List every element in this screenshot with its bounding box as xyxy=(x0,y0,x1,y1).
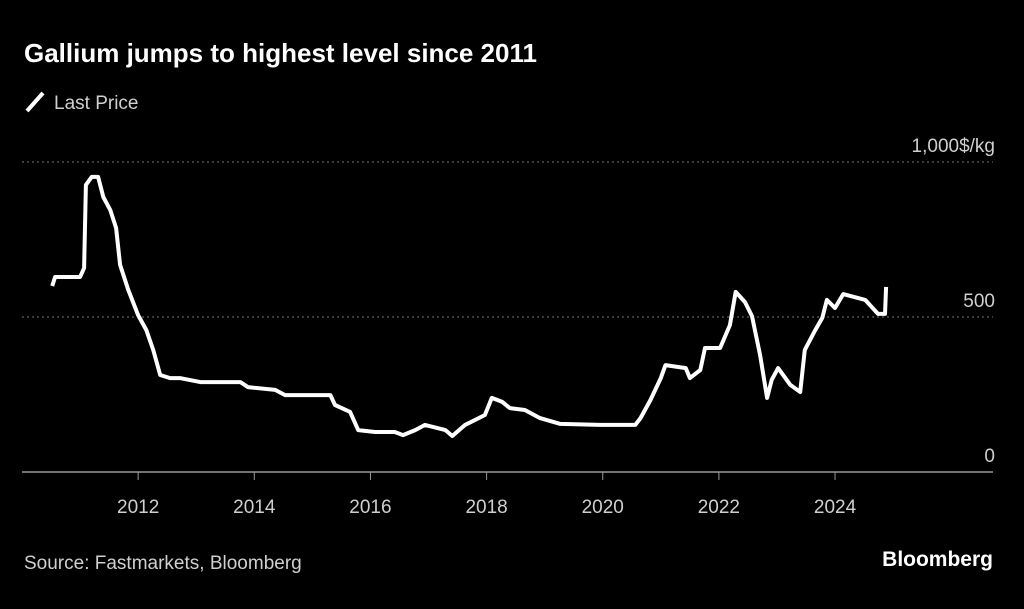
price-line xyxy=(50,174,889,438)
x-tick-label: 2024 xyxy=(814,497,857,518)
x-tick-label: 2016 xyxy=(349,497,391,518)
x-tick-label: 2022 xyxy=(698,497,740,518)
legend-swatch xyxy=(25,91,45,113)
x-tick-label: 2018 xyxy=(465,497,507,518)
chart-title: Gallium jumps to highest level since 201… xyxy=(24,38,537,68)
legend-label: Last Price xyxy=(54,93,138,114)
brand: Bloomberg xyxy=(882,548,993,571)
source-note: Source: Fastmarkets, Bloomberg xyxy=(24,553,302,574)
x-tick-label: 2014 xyxy=(233,497,276,518)
y-tick-label: 0 xyxy=(984,446,995,467)
x-tick-label: 2020 xyxy=(582,497,624,518)
y-tick-label: 1,000$/kg xyxy=(912,136,995,157)
y-tick-label: 500 xyxy=(963,291,995,312)
x-tick-label: 2012 xyxy=(117,497,159,518)
